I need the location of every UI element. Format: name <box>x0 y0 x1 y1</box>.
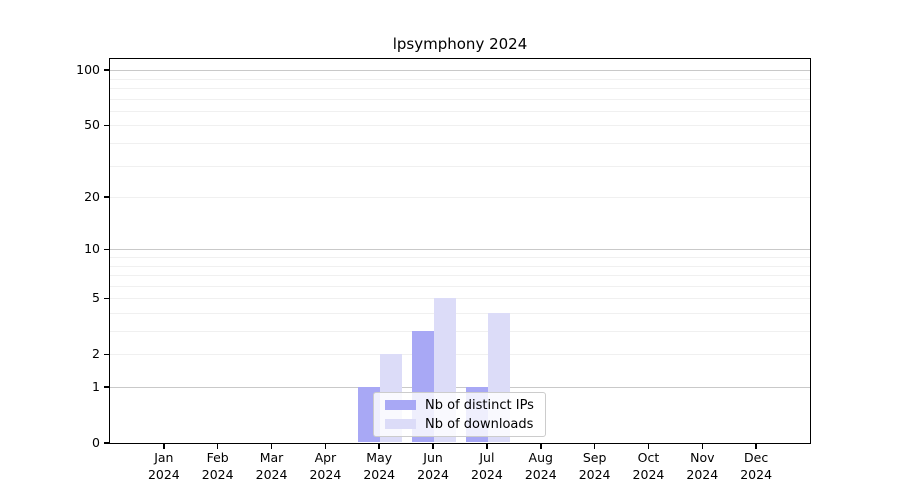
x-tick-label: Apr 2024 <box>309 450 342 482</box>
gridline <box>110 78 810 80</box>
legend-row-downloads: Nb of downloads <box>385 417 545 432</box>
y-tick-label: 10 <box>84 241 100 257</box>
x-tick <box>163 443 165 449</box>
gridline <box>110 265 810 267</box>
gridline <box>110 88 810 90</box>
x-tick <box>540 443 542 449</box>
y-tick <box>104 386 110 388</box>
gridline <box>110 197 810 199</box>
x-tick-label: Mar 2024 <box>255 450 288 482</box>
x-tick <box>216 443 219 449</box>
x-tick <box>701 443 704 449</box>
gridline <box>110 275 810 277</box>
x-tick <box>432 443 434 449</box>
y-tick <box>104 196 110 198</box>
x-tick <box>647 443 650 449</box>
legend-label-downloads: Nb of downloads <box>425 416 534 432</box>
y-tick <box>104 124 110 127</box>
x-tick-label: Aug 2024 <box>524 450 557 482</box>
gridline <box>110 249 810 251</box>
gridline <box>110 387 810 388</box>
x-tick-label: Jan 2024 <box>147 450 180 482</box>
gridline <box>110 285 810 287</box>
y-tick-label: 20 <box>84 189 100 205</box>
y-tick-label: 100 <box>76 62 100 78</box>
x-tick-label: Jun 2024 <box>417 450 449 482</box>
x-tick-label: Feb 2024 <box>201 450 234 482</box>
gridline <box>110 331 810 333</box>
y-tick <box>104 248 110 251</box>
gridline <box>110 143 810 145</box>
gridline <box>110 298 810 300</box>
legend: Nb of distinct IPs Nb of downloads <box>373 392 546 437</box>
gridline <box>110 98 810 100</box>
x-tick-label: Nov 2024 <box>686 450 719 482</box>
x-tick-label: May 2024 <box>363 450 396 482</box>
gridline <box>110 257 810 258</box>
x-tick <box>593 443 596 449</box>
x-tick <box>270 443 273 449</box>
chart-title: lpsymphony 2024 <box>392 35 528 53</box>
gridline <box>110 354 810 356</box>
x-tick <box>755 443 757 449</box>
gridline <box>110 110 810 112</box>
y-tick <box>104 353 110 355</box>
legend-label-distinct-ips: Nb of distinct IPs <box>425 397 534 413</box>
x-tick <box>378 443 380 449</box>
y-tick-label: 0 <box>92 435 100 450</box>
x-tick-label: Oct 2024 <box>632 450 665 482</box>
gridline <box>110 70 810 72</box>
x-tick-label: Dec 2024 <box>740 450 773 482</box>
y-tick <box>104 442 110 444</box>
gridline <box>110 312 810 314</box>
legend-row-distinct-ips: Nb of distinct IPs <box>385 398 545 413</box>
legend-swatch-distinct-ips <box>385 400 416 410</box>
y-tick-label: 5 <box>92 290 100 306</box>
x-tick-label: Jul 2024 <box>471 450 503 482</box>
x-tick-label: Sep 2024 <box>578 450 611 482</box>
y-tick <box>104 69 110 71</box>
gridline <box>110 165 810 167</box>
y-tick-label: 50 <box>84 117 100 133</box>
x-tick <box>324 443 327 449</box>
gridline <box>110 125 810 127</box>
y-tick <box>104 297 110 299</box>
y-tick-label: 2 <box>92 346 100 362</box>
y-tick-label: 1 <box>92 379 100 394</box>
legend-swatch-downloads <box>385 419 416 429</box>
x-tick <box>486 443 488 449</box>
